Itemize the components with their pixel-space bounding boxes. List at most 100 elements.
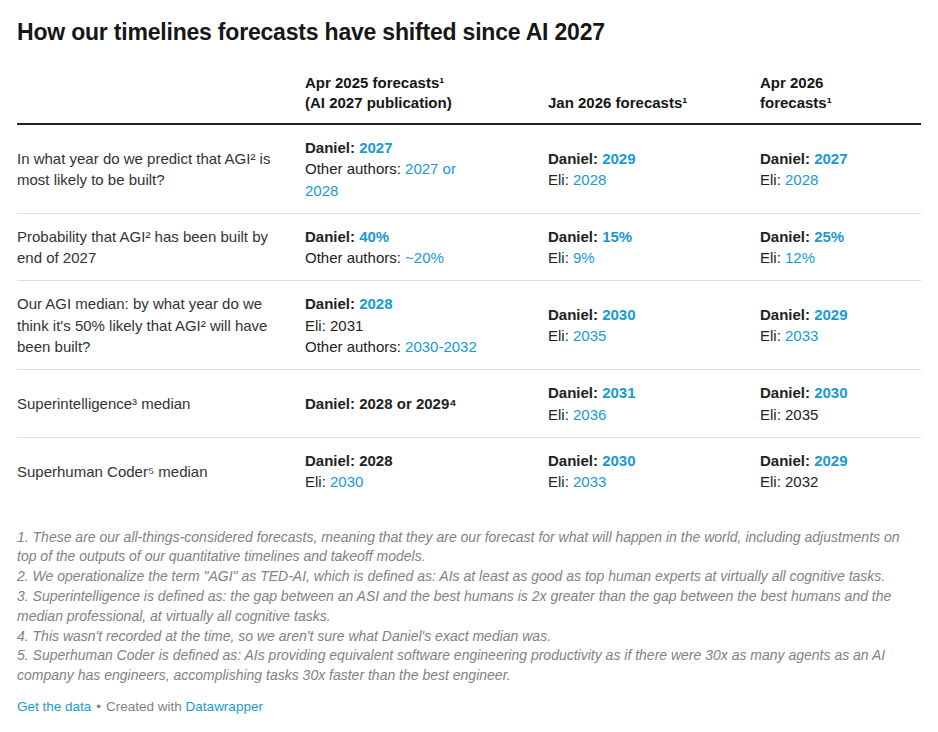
forecast-text: 25% (814, 228, 844, 245)
footnote-1: 1. These are our all-things-considered f… (17, 528, 921, 568)
forecast-text: 2030 (330, 473, 363, 490)
forecast-cell: Daniel: 2027Other authors: 2027 or2028 (305, 124, 548, 213)
forecast-line: Other authors: 2027 or (305, 158, 538, 179)
forecast-line: Eli: 9% (548, 247, 750, 268)
forecast-cell: Daniel: 2029 Eli: 2032 (760, 437, 921, 504)
forecast-line: Eli: 2030 (305, 471, 538, 492)
forecast-line: Other authors: ~20% (305, 247, 538, 268)
forecast-line: Eli: 2035 (760, 404, 911, 425)
forecast-line: Eli: 2033 (760, 325, 911, 346)
forecast-line: Daniel: 2030 (548, 450, 750, 471)
forecast-cell: Daniel: 2030Eli: 2033 (548, 437, 760, 504)
header-cell-empty (17, 73, 305, 124)
header-cell-apr-2026: Apr 2026 forecasts¹ (760, 73, 921, 124)
forecast-text: 40% (359, 228, 389, 245)
forecast-text: Daniel: (760, 452, 814, 469)
header-line: (AI 2027 publication) (305, 93, 538, 113)
forecast-cell: Daniel: 2029Eli: 2028 (548, 124, 760, 213)
footnote-2: 2. We operationalize the term "AGI" as T… (17, 567, 921, 587)
forecast-line: Daniel: 2029 (548, 148, 750, 169)
datawrapper-table-embed: How our timelines forecasts have shifted… (0, 0, 938, 732)
forecast-line: Daniel: 25% (760, 226, 911, 247)
row-question: Probability that AGI² has been built by … (17, 213, 305, 281)
forecast-text: 2030 (602, 306, 635, 323)
forecast-line: Daniel: 2030 (760, 382, 911, 403)
forecast-text: 2030-2032 (405, 338, 477, 355)
footnote-4: 4. This wasn't recorded at the time, so … (17, 627, 921, 647)
forecast-text: 2027 or (405, 160, 456, 177)
forecast-line: Eli: 2035 (548, 325, 750, 346)
datawrapper-link[interactable]: Datawrapper (186, 699, 263, 714)
table-row: Superintelligence³ medianDaniel: 2028 or… (17, 370, 921, 438)
table-body: In what year do we predict that AGI² is … (17, 124, 921, 505)
header-row: Apr 2025 forecasts¹ (AI 2027 publication… (17, 73, 921, 124)
forecast-text: Eli: (305, 473, 330, 490)
header-cell-apr-2025: Apr 2025 forecasts¹ (AI 2027 publication… (305, 73, 548, 124)
forecast-text: Eli: 2035 (760, 406, 818, 423)
forecast-text: 2029 (602, 150, 635, 167)
forecast-text: Daniel: 2028 or 2029⁴ (305, 395, 457, 412)
forecast-cell: Daniel: 25% Eli: 12% (760, 213, 921, 281)
forecast-text: Daniel: (760, 150, 814, 167)
forecast-text: 2036 (573, 406, 606, 423)
forecast-text: 2028 (785, 171, 818, 188)
footnote-5: 5. Superhuman Coder is defined as: AIs p… (17, 646, 921, 686)
forecast-text: Other authors: (305, 160, 405, 177)
forecast-cell: Daniel: 2029Eli: 2033 (760, 281, 921, 370)
forecast-line: Eli: 2028 (548, 169, 750, 190)
forecast-line: Daniel: 15% (548, 226, 750, 247)
forecast-cell: Daniel: 2028Eli: 2030 (305, 437, 548, 504)
forecast-text: 9% (573, 249, 595, 266)
forecast-cell: Daniel: 40% Other authors: ~20% (305, 213, 548, 281)
forecast-text: Daniel: (548, 150, 602, 167)
forecast-line: Daniel: 2029 (760, 304, 911, 325)
forecast-text: 2035 (573, 327, 606, 344)
forecast-text: Eli: (760, 249, 785, 266)
footer-separator: • (96, 699, 101, 714)
row-question: Superintelligence³ median (17, 370, 305, 438)
forecast-line: Eli: 2028 (760, 169, 911, 190)
forecast-line: 2028 (305, 180, 538, 201)
get-the-data-link[interactable]: Get the data (17, 699, 91, 714)
table-row: Probability that AGI² has been built by … (17, 213, 921, 281)
header-line: Apr 2026 (760, 73, 911, 93)
forecast-text: 2030 (602, 452, 635, 469)
forecast-cell: Daniel: 2030 Eli: 2035 (760, 370, 921, 438)
forecast-text: 2028 (359, 295, 392, 312)
forecast-line: Daniel: 2027 (760, 148, 911, 169)
forecast-cell: Daniel: 2030Eli: 2035 (548, 281, 760, 370)
footnotes-block: 1. These are our all-things-considered f… (17, 528, 921, 686)
row-question: Our AGI median: by what year do we think… (17, 281, 305, 370)
header-line: forecasts¹ (760, 93, 911, 113)
row-question: Superhuman Coder⁵ median (17, 437, 305, 504)
forecast-line: Eli: 2031 (305, 315, 538, 336)
forecast-text: Other authors: (305, 338, 405, 355)
row-question: In what year do we predict that AGI² is … (17, 124, 305, 213)
table-row: In what year do we predict that AGI² is … (17, 124, 921, 213)
forecast-line: Eli: 2033 (548, 471, 750, 492)
forecast-text: Eli: (548, 473, 573, 490)
forecast-text: 2029 (814, 306, 847, 323)
forecast-text: Eli: (760, 171, 785, 188)
forecast-text: Daniel: (305, 228, 359, 245)
forecast-text: 12% (785, 249, 815, 266)
forecast-text: Daniel: (760, 384, 814, 401)
forecast-text: Daniel: (760, 306, 814, 323)
forecast-text: Eli: (548, 406, 573, 423)
forecast-text: Eli: (548, 249, 573, 266)
forecast-line: Daniel: 2028 or 2029⁴ (305, 393, 538, 414)
forecast-text: 2029 (814, 452, 847, 469)
forecast-line: Daniel: 2031 (548, 382, 750, 403)
forecast-text: Daniel: (548, 228, 602, 245)
forecast-text: ~20% (405, 249, 444, 266)
forecast-text: 15% (602, 228, 632, 245)
forecast-text: Eli: 2032 (760, 473, 818, 490)
forecast-text: Other authors: (305, 249, 405, 266)
forecast-text: 2028 (305, 182, 338, 199)
table-row: Our AGI median: by what year do we think… (17, 281, 921, 370)
forecast-line: Other authors: 2030-2032 (305, 336, 538, 357)
forecast-text: 2033 (785, 327, 818, 344)
forecast-text: Eli: 2031 (305, 317, 363, 334)
forecast-text: 2033 (573, 473, 606, 490)
forecast-text: 2027 (359, 139, 392, 156)
